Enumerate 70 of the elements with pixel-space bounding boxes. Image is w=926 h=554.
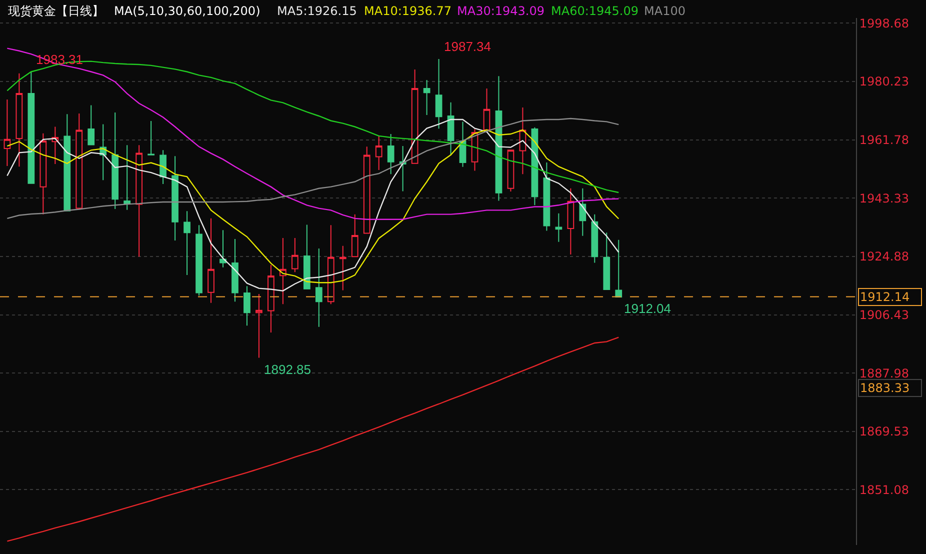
y-tick-label: 1906.43: [859, 308, 910, 322]
candlestick: [411, 69, 418, 164]
candlestick: [112, 112, 119, 210]
candlestick: [483, 88, 490, 130]
y-tick-label: 1924.88: [859, 250, 910, 264]
y-tick-label: 1851.08: [859, 482, 910, 497]
text: MA30:1943.09: [457, 4, 544, 18]
candlestick: [519, 106, 526, 175]
candlestick: [184, 210, 190, 276]
candlestick: [268, 264, 274, 334]
ref-line-label: 1912.14: [860, 290, 910, 304]
y-tick-label: 1980.23: [859, 74, 910, 89]
candlestick: [256, 293, 262, 358]
chart-title: 现货黄金【日线】: [8, 4, 104, 18]
annotation: 1892.85: [264, 362, 311, 377]
annotation: 1987.34: [444, 39, 491, 54]
line-series: [6, 118, 620, 220]
candlestick: [28, 71, 35, 184]
candlestick: [244, 286, 250, 326]
candlestick: [435, 58, 442, 130]
candlestick: [495, 76, 502, 202]
candlestick: [160, 150, 166, 184]
candlestick: [603, 232, 610, 290]
candlestick: [64, 114, 71, 212]
candlestick: [136, 144, 143, 258]
y-tick-label: 1998.68: [859, 16, 910, 30]
candlestick: [555, 212, 562, 242]
candlestick: [375, 136, 382, 171]
candlestick: [507, 150, 514, 192]
candlestick: [232, 238, 238, 302]
candlestick: [543, 162, 550, 232]
text: 1883.33: [860, 381, 910, 395]
y-tick-label: 1961.78: [859, 132, 910, 147]
candlestick: [291, 238, 298, 273]
candlestick: [76, 112, 83, 210]
candlestick: [387, 134, 394, 175]
candlestick: [615, 239, 622, 298]
candlestick: [88, 104, 95, 146]
text: MA5:1926.15: [277, 4, 357, 18]
candlestick: [423, 79, 430, 116]
text: MA100: [644, 4, 686, 18]
candlestick: [327, 224, 334, 305]
text: MA60:1945.09: [551, 4, 638, 18]
candlestick: [567, 188, 574, 255]
line-series: [6, 336, 620, 542]
candlestick: [315, 248, 322, 328]
candlestick: [280, 238, 286, 305]
candlestick: [220, 230, 226, 268]
candlestick: [363, 146, 370, 234]
annotation: 1912.04: [624, 301, 671, 316]
candlestick: [579, 188, 586, 236]
candlestick: [303, 224, 310, 290]
candlestick: [351, 214, 358, 258]
candlestick: [4, 99, 11, 166]
candlestick: [339, 245, 346, 291]
text: MA10:1936.77: [364, 4, 452, 18]
candlestick: [40, 132, 47, 215]
y-tick-label: 1943.33: [859, 191, 910, 206]
candlestick: [172, 156, 178, 242]
chart-subtitle: MA(5,10,30,60,100,200): [114, 4, 260, 18]
candlestick: [16, 72, 23, 168]
y-tick-label: 1887.98: [859, 366, 910, 380]
candlestick: [124, 144, 131, 210]
candlestick: [447, 102, 454, 156]
y-tick-label: 1869.53: [859, 424, 910, 439]
candlestick: [591, 214, 598, 264]
candlestick: [148, 120, 154, 156]
candlestick: [208, 218, 214, 304]
candlestick: [196, 224, 202, 296]
candlestick: [459, 121, 466, 168]
